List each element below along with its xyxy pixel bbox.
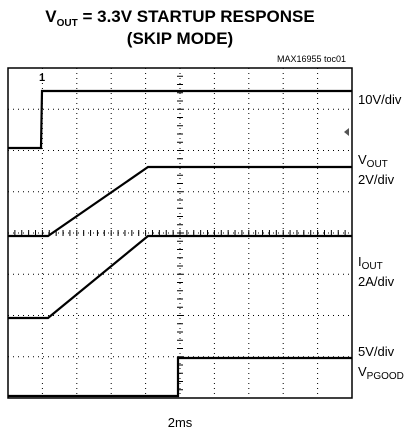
ch3-sub: OUT <box>362 261 383 272</box>
grid <box>7 67 353 399</box>
subtitle: (SKIP MODE) <box>127 29 233 48</box>
trace-iout <box>8 234 352 320</box>
ch3-v: I <box>358 254 362 269</box>
channel-marker: 1 <box>39 72 45 84</box>
timebase: 2ms <box>168 415 193 430</box>
title-rest: = 3.3V STARTUP RESPONSE <box>78 7 315 26</box>
trigger-arrow <box>344 128 349 136</box>
ch2-name: VOUT <box>358 152 388 170</box>
frame <box>7 67 353 399</box>
trace-pgood <box>8 356 352 398</box>
ch2-sub: OUT <box>367 159 388 170</box>
ch4-name: VPGOOD <box>358 364 404 382</box>
ch3-name: IOUT <box>358 254 383 272</box>
ch2-scale: 2V/div <box>358 172 395 187</box>
trace-vout <box>8 165 352 238</box>
ch4-sub: PGOOD <box>367 371 404 382</box>
title: VOUT = 3.3V STARTUP RESPONSE <box>45 7 314 29</box>
title-sub: OUT <box>57 18 78 29</box>
ch4-v: V <box>358 364 367 379</box>
ch4-scale: 5V/div <box>358 344 395 359</box>
figure-code: MAX16955 toc01 <box>277 54 346 64</box>
ch3-scale: 2A/div <box>358 274 395 289</box>
title-v: V <box>45 7 57 26</box>
ch1-scale: 10V/div <box>358 92 402 107</box>
ch2-v: V <box>358 152 367 167</box>
trace-1 <box>8 89 352 150</box>
